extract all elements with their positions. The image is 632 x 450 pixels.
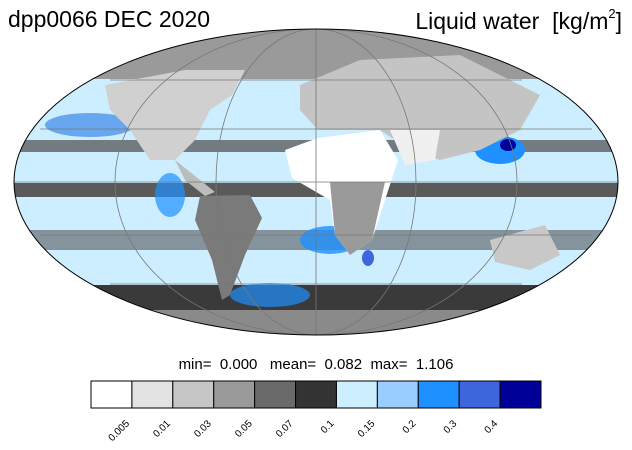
colorbar-swatch	[295, 380, 337, 409]
north-america	[105, 70, 245, 160]
colorbar-swatch	[172, 380, 215, 409]
colorbar-tick-label: 0.15	[356, 418, 378, 440]
colorbar-swatch	[213, 380, 256, 409]
colorbar-swatch	[458, 380, 501, 409]
cloud-patch-east-pacific	[155, 173, 185, 217]
south-america	[195, 195, 262, 300]
colorbar-tick-label: 0.07	[274, 418, 296, 440]
central-america	[175, 160, 215, 196]
min-label: min=	[178, 356, 212, 373]
colorbar-swatch	[335, 380, 378, 409]
map-title-date: dpp0066 DEC 2020	[8, 6, 211, 32]
colorbar-tick-label: 0.1	[319, 418, 337, 436]
colorbar-swatch	[376, 380, 419, 409]
variable-name: Liquid water	[415, 8, 540, 34]
colorbar-tick-label: 0.05	[233, 418, 255, 440]
colorbar-tick-label: 0.03	[192, 418, 214, 440]
summary-statistics: min= 0.000 mean= 0.082 max= 1.106	[0, 356, 632, 373]
map-title-variable: Liquid water [kg/m2]	[415, 6, 622, 35]
mean-value: 0.082	[324, 356, 363, 373]
colorbar-swatch	[254, 380, 297, 409]
units-exponent: 2	[608, 6, 616, 21]
colorbar-swatch	[131, 380, 174, 409]
australia	[490, 225, 560, 270]
colorbar-swatch	[417, 380, 460, 409]
colorbar-swatch	[499, 380, 542, 409]
cloud-patch-north-pacific	[45, 113, 135, 137]
arabia-middle-east	[390, 130, 440, 165]
map-border	[13, 28, 619, 336]
colorbar-tick-label: 0.01	[151, 418, 173, 440]
colorbar-tick-label: 0.005	[107, 418, 133, 444]
min-value: 0.000	[219, 356, 258, 373]
mean-label: mean=	[269, 356, 317, 373]
colorbar-tick-label: 0.3	[442, 418, 460, 436]
max-value: 1.106	[415, 356, 454, 373]
colorbar-tick-label: 0.4	[483, 418, 501, 436]
max-label: max=	[370, 356, 408, 373]
world-map	[13, 28, 619, 336]
cloud-patch-southern-ocean	[230, 283, 310, 307]
colorbar-swatch	[90, 380, 133, 409]
units-suffix: ]	[615, 8, 622, 34]
eurasia	[300, 55, 540, 160]
units-prefix: [kg/m	[552, 8, 609, 34]
cloud-patch-madagascar	[362, 250, 374, 266]
colorbar-tick-label: 0.2	[401, 418, 419, 436]
graticule	[14, 29, 618, 335]
central-africa	[330, 182, 385, 255]
